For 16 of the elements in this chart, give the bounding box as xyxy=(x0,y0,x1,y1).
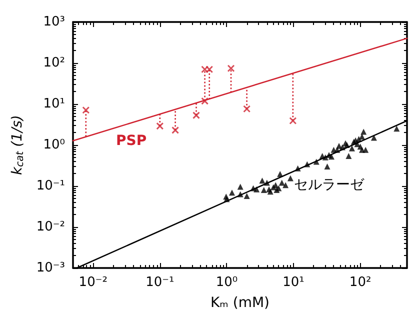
x-tick-label: 10¹ xyxy=(282,275,304,290)
y-tick-label: 10³ xyxy=(43,14,65,30)
y-tick-label: 10² xyxy=(43,56,65,70)
y-tick-label: 10⁰ xyxy=(43,138,65,152)
y-tick-label: 10¹ xyxy=(43,96,65,112)
annotation: セルラーゼ xyxy=(294,177,365,193)
x-tick-label: 10⁻¹ xyxy=(146,275,174,290)
x-axis-title: Kₘ (mM) xyxy=(210,295,270,311)
y-axis-title: kcat (1/s) xyxy=(9,115,26,175)
x-tick-label: 10⁰ xyxy=(216,275,238,290)
x-tick-label: 10² xyxy=(349,275,372,290)
y-tick-label: 10⁻³ xyxy=(36,260,65,276)
y-tick-label: 10⁻² xyxy=(36,220,65,234)
y-tick-label: 10⁻¹ xyxy=(36,178,65,194)
x-tick-label: 10⁻² xyxy=(78,275,108,290)
annotation: PSP xyxy=(116,133,147,149)
